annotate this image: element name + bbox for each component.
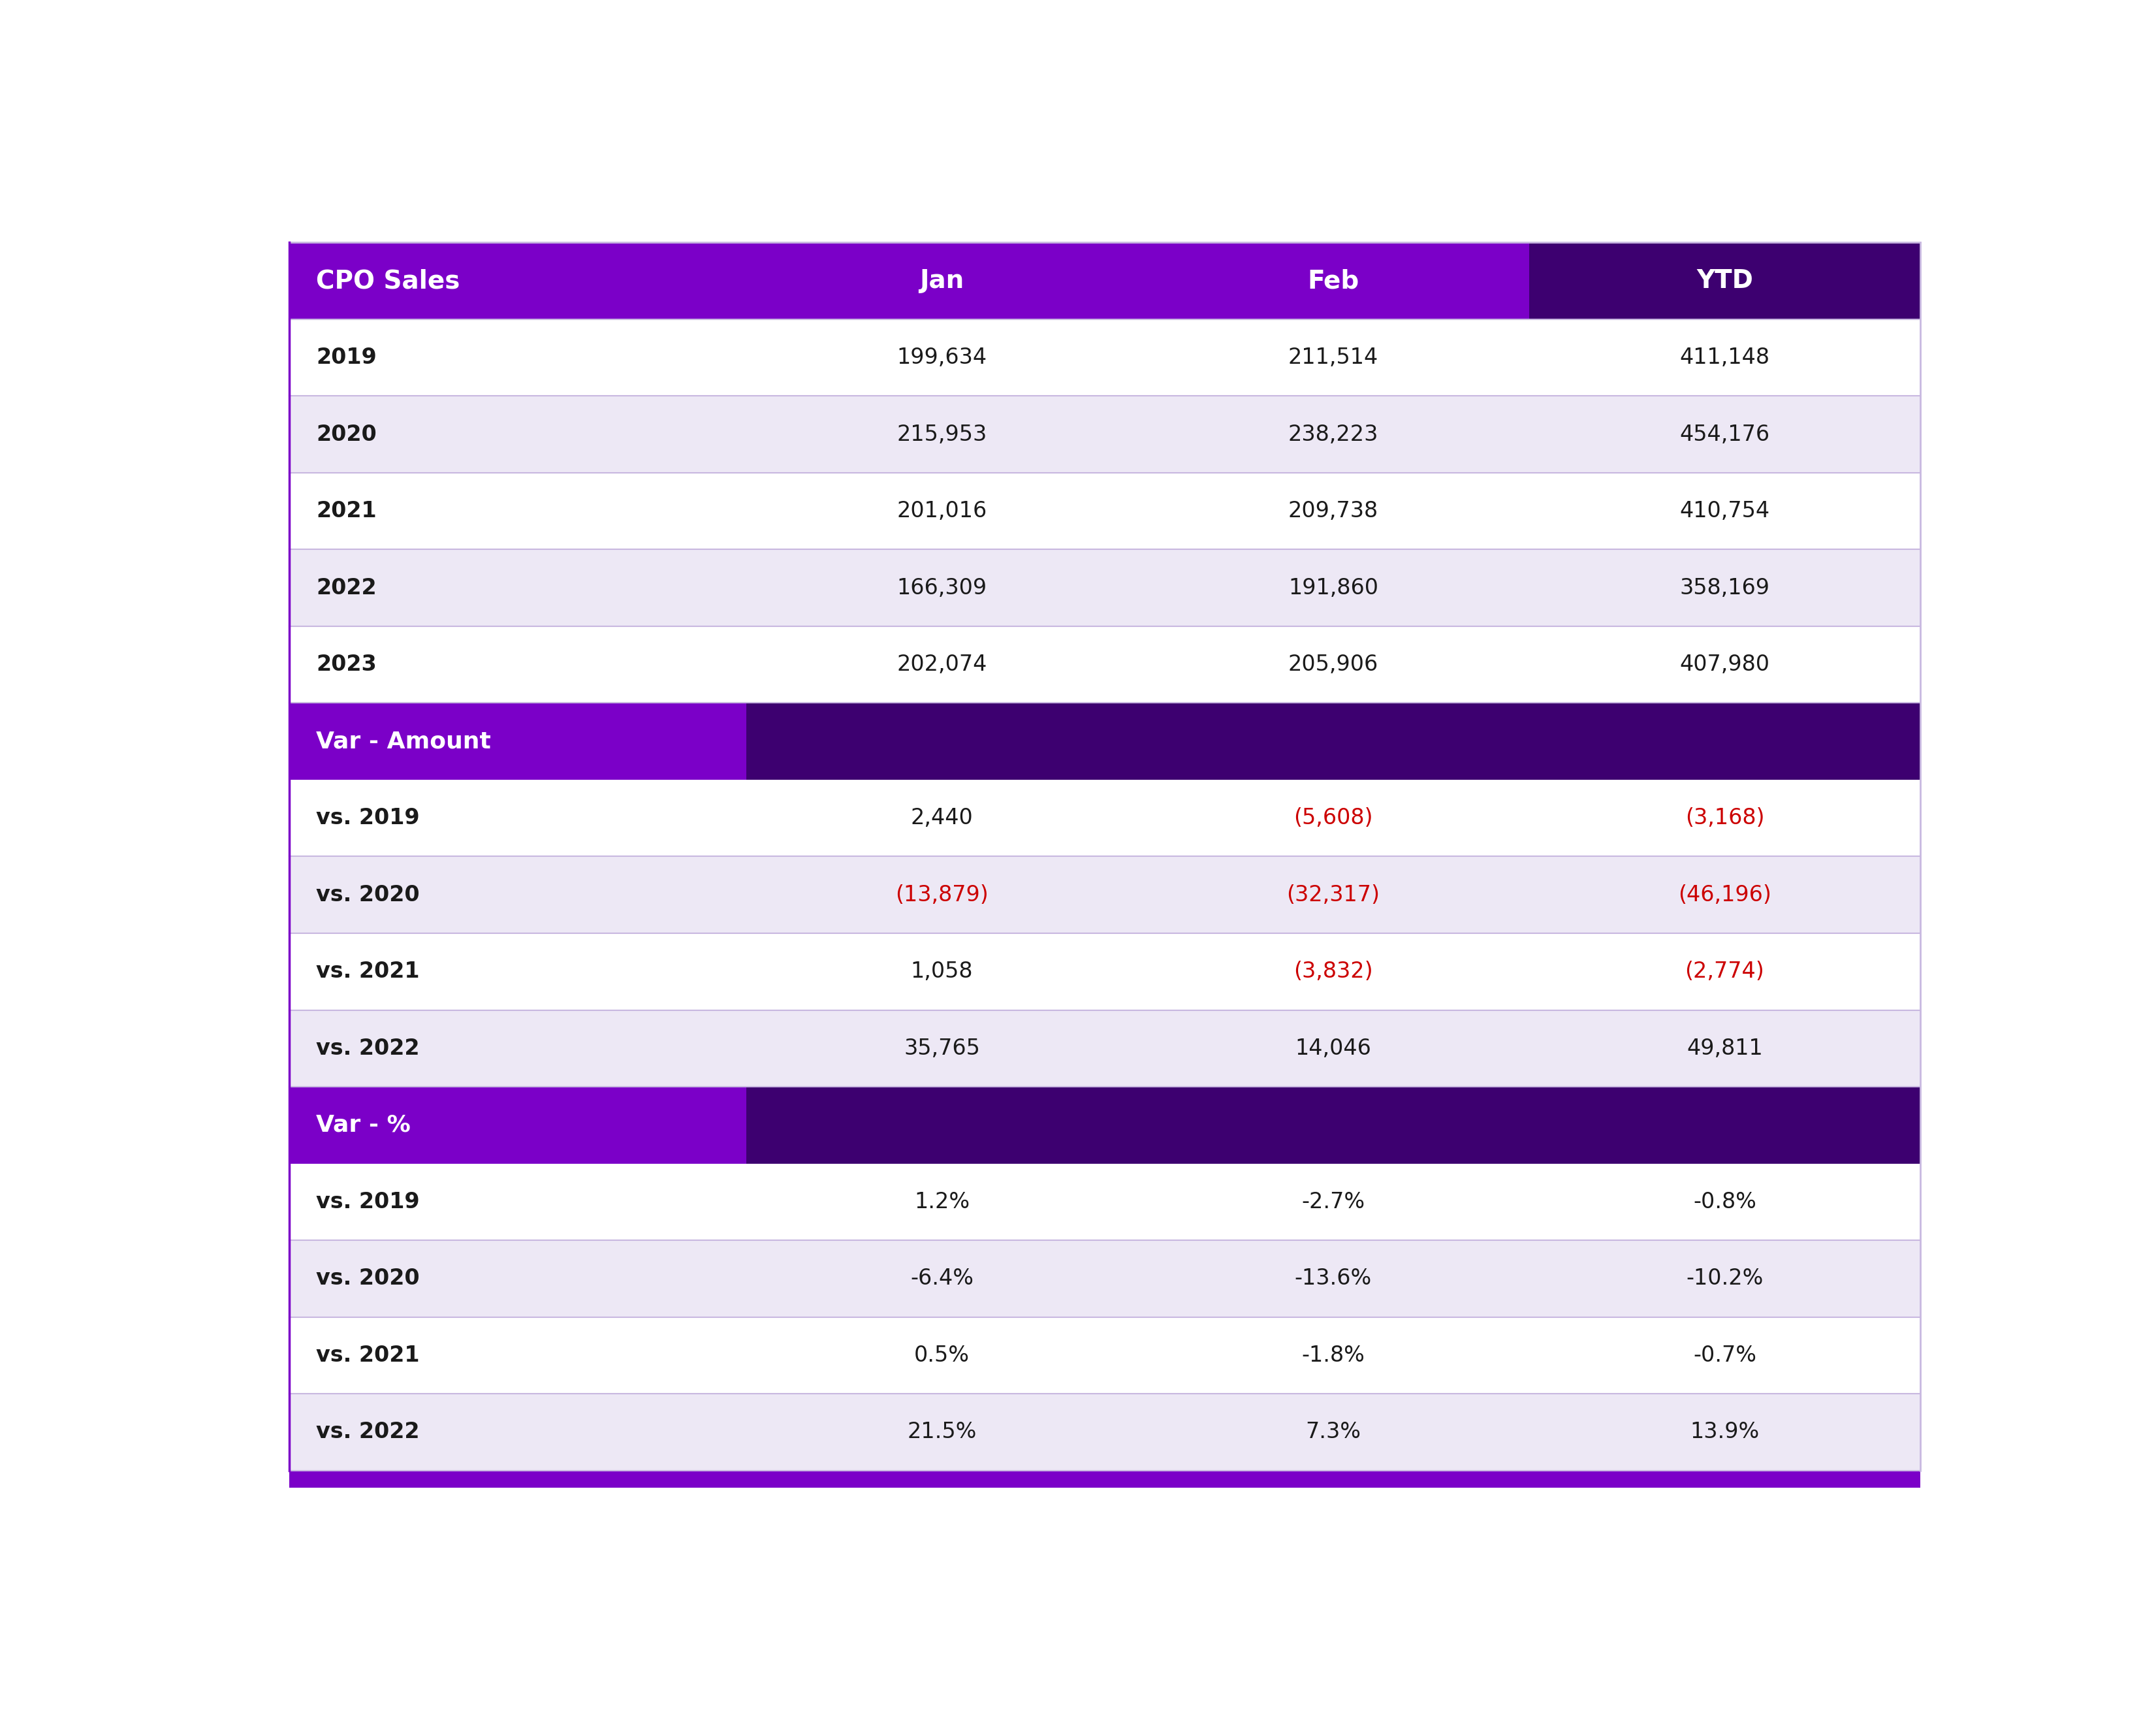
Bar bbox=[289, 1470, 1921, 1487]
Text: 2020: 2020 bbox=[317, 423, 377, 445]
Text: 2023: 2023 bbox=[317, 654, 377, 675]
Text: 454,176: 454,176 bbox=[1680, 423, 1770, 445]
Text: 7.3%: 7.3% bbox=[1307, 1422, 1360, 1442]
Text: 0.5%: 0.5% bbox=[914, 1345, 970, 1367]
Text: 201,016: 201,016 bbox=[897, 500, 987, 522]
Text: 1.2%: 1.2% bbox=[914, 1191, 970, 1213]
Text: -2.7%: -2.7% bbox=[1302, 1191, 1365, 1213]
Text: (46,196): (46,196) bbox=[1677, 884, 1772, 906]
Bar bbox=[289, 1240, 1921, 1317]
Text: 199,634: 199,634 bbox=[897, 346, 987, 368]
Text: (32,317): (32,317) bbox=[1287, 884, 1380, 906]
Text: 407,980: 407,980 bbox=[1680, 654, 1770, 675]
Bar bbox=[289, 243, 746, 319]
Text: vs. 2021: vs. 2021 bbox=[317, 961, 420, 982]
Bar bbox=[289, 1086, 746, 1163]
Text: 1,058: 1,058 bbox=[910, 961, 972, 982]
Text: 13.9%: 13.9% bbox=[1690, 1422, 1759, 1442]
Bar bbox=[746, 243, 1138, 319]
Text: 2,440: 2,440 bbox=[910, 807, 972, 829]
Bar bbox=[289, 1394, 1921, 1470]
Text: 410,754: 410,754 bbox=[1680, 500, 1770, 522]
Text: 166,309: 166,309 bbox=[897, 577, 987, 598]
Text: -1.8%: -1.8% bbox=[1302, 1345, 1365, 1367]
Text: YTD: YTD bbox=[1697, 269, 1753, 293]
Text: 49,811: 49,811 bbox=[1686, 1038, 1764, 1059]
Text: vs. 2022: vs. 2022 bbox=[317, 1038, 420, 1059]
Text: vs. 2021: vs. 2021 bbox=[317, 1345, 420, 1367]
Text: vs. 2020: vs. 2020 bbox=[317, 884, 420, 906]
Text: -0.7%: -0.7% bbox=[1692, 1345, 1757, 1367]
Text: 205,906: 205,906 bbox=[1287, 654, 1378, 675]
Text: (3,832): (3,832) bbox=[1294, 961, 1373, 982]
Text: 209,738: 209,738 bbox=[1287, 500, 1378, 522]
Bar bbox=[1529, 1086, 1921, 1163]
Bar bbox=[1529, 702, 1921, 779]
Text: 35,765: 35,765 bbox=[903, 1038, 981, 1059]
Text: 21.5%: 21.5% bbox=[908, 1422, 977, 1442]
Text: Jan: Jan bbox=[921, 269, 964, 293]
Text: vs. 2019: vs. 2019 bbox=[317, 807, 420, 829]
Text: Feb: Feb bbox=[1307, 269, 1358, 293]
Text: 2019: 2019 bbox=[317, 346, 377, 368]
Text: (3,168): (3,168) bbox=[1686, 807, 1764, 829]
Bar bbox=[1138, 1086, 1529, 1163]
Text: (13,879): (13,879) bbox=[895, 884, 987, 906]
Bar bbox=[746, 1086, 1138, 1163]
Text: 2022: 2022 bbox=[317, 577, 377, 598]
Bar bbox=[289, 779, 1921, 856]
Text: 14,046: 14,046 bbox=[1296, 1038, 1371, 1059]
Text: 358,169: 358,169 bbox=[1680, 577, 1770, 598]
Text: 411,148: 411,148 bbox=[1680, 346, 1770, 368]
Bar bbox=[289, 550, 1921, 627]
Bar bbox=[289, 1163, 1921, 1240]
Text: 211,514: 211,514 bbox=[1287, 346, 1378, 368]
Bar bbox=[289, 627, 1921, 702]
Bar bbox=[289, 319, 1921, 396]
Bar bbox=[289, 1011, 1921, 1086]
Bar bbox=[289, 396, 1921, 473]
Bar bbox=[1529, 243, 1921, 319]
Bar bbox=[289, 1317, 1921, 1394]
Text: (2,774): (2,774) bbox=[1684, 961, 1764, 982]
Bar bbox=[289, 473, 1921, 550]
Text: 202,074: 202,074 bbox=[897, 654, 987, 675]
Text: vs. 2019: vs. 2019 bbox=[317, 1191, 420, 1213]
Bar bbox=[289, 934, 1921, 1011]
Text: -0.8%: -0.8% bbox=[1692, 1191, 1757, 1213]
Text: -6.4%: -6.4% bbox=[910, 1268, 975, 1290]
Text: vs. 2022: vs. 2022 bbox=[317, 1422, 420, 1442]
Bar bbox=[289, 856, 1921, 934]
Bar bbox=[1138, 243, 1529, 319]
Text: vs. 2020: vs. 2020 bbox=[317, 1268, 420, 1290]
Text: (5,608): (5,608) bbox=[1294, 807, 1373, 829]
Text: Var - Amount: Var - Amount bbox=[317, 730, 492, 752]
Bar bbox=[1138, 702, 1529, 779]
Bar bbox=[289, 702, 746, 779]
Text: 238,223: 238,223 bbox=[1287, 423, 1378, 445]
Text: 191,860: 191,860 bbox=[1287, 577, 1378, 598]
Bar bbox=[746, 702, 1138, 779]
Text: CPO Sales: CPO Sales bbox=[317, 269, 459, 293]
Text: -10.2%: -10.2% bbox=[1686, 1268, 1764, 1290]
Text: -13.6%: -13.6% bbox=[1294, 1268, 1371, 1290]
Text: 2021: 2021 bbox=[317, 500, 377, 522]
Text: 215,953: 215,953 bbox=[897, 423, 987, 445]
Text: Var - %: Var - % bbox=[317, 1113, 412, 1136]
